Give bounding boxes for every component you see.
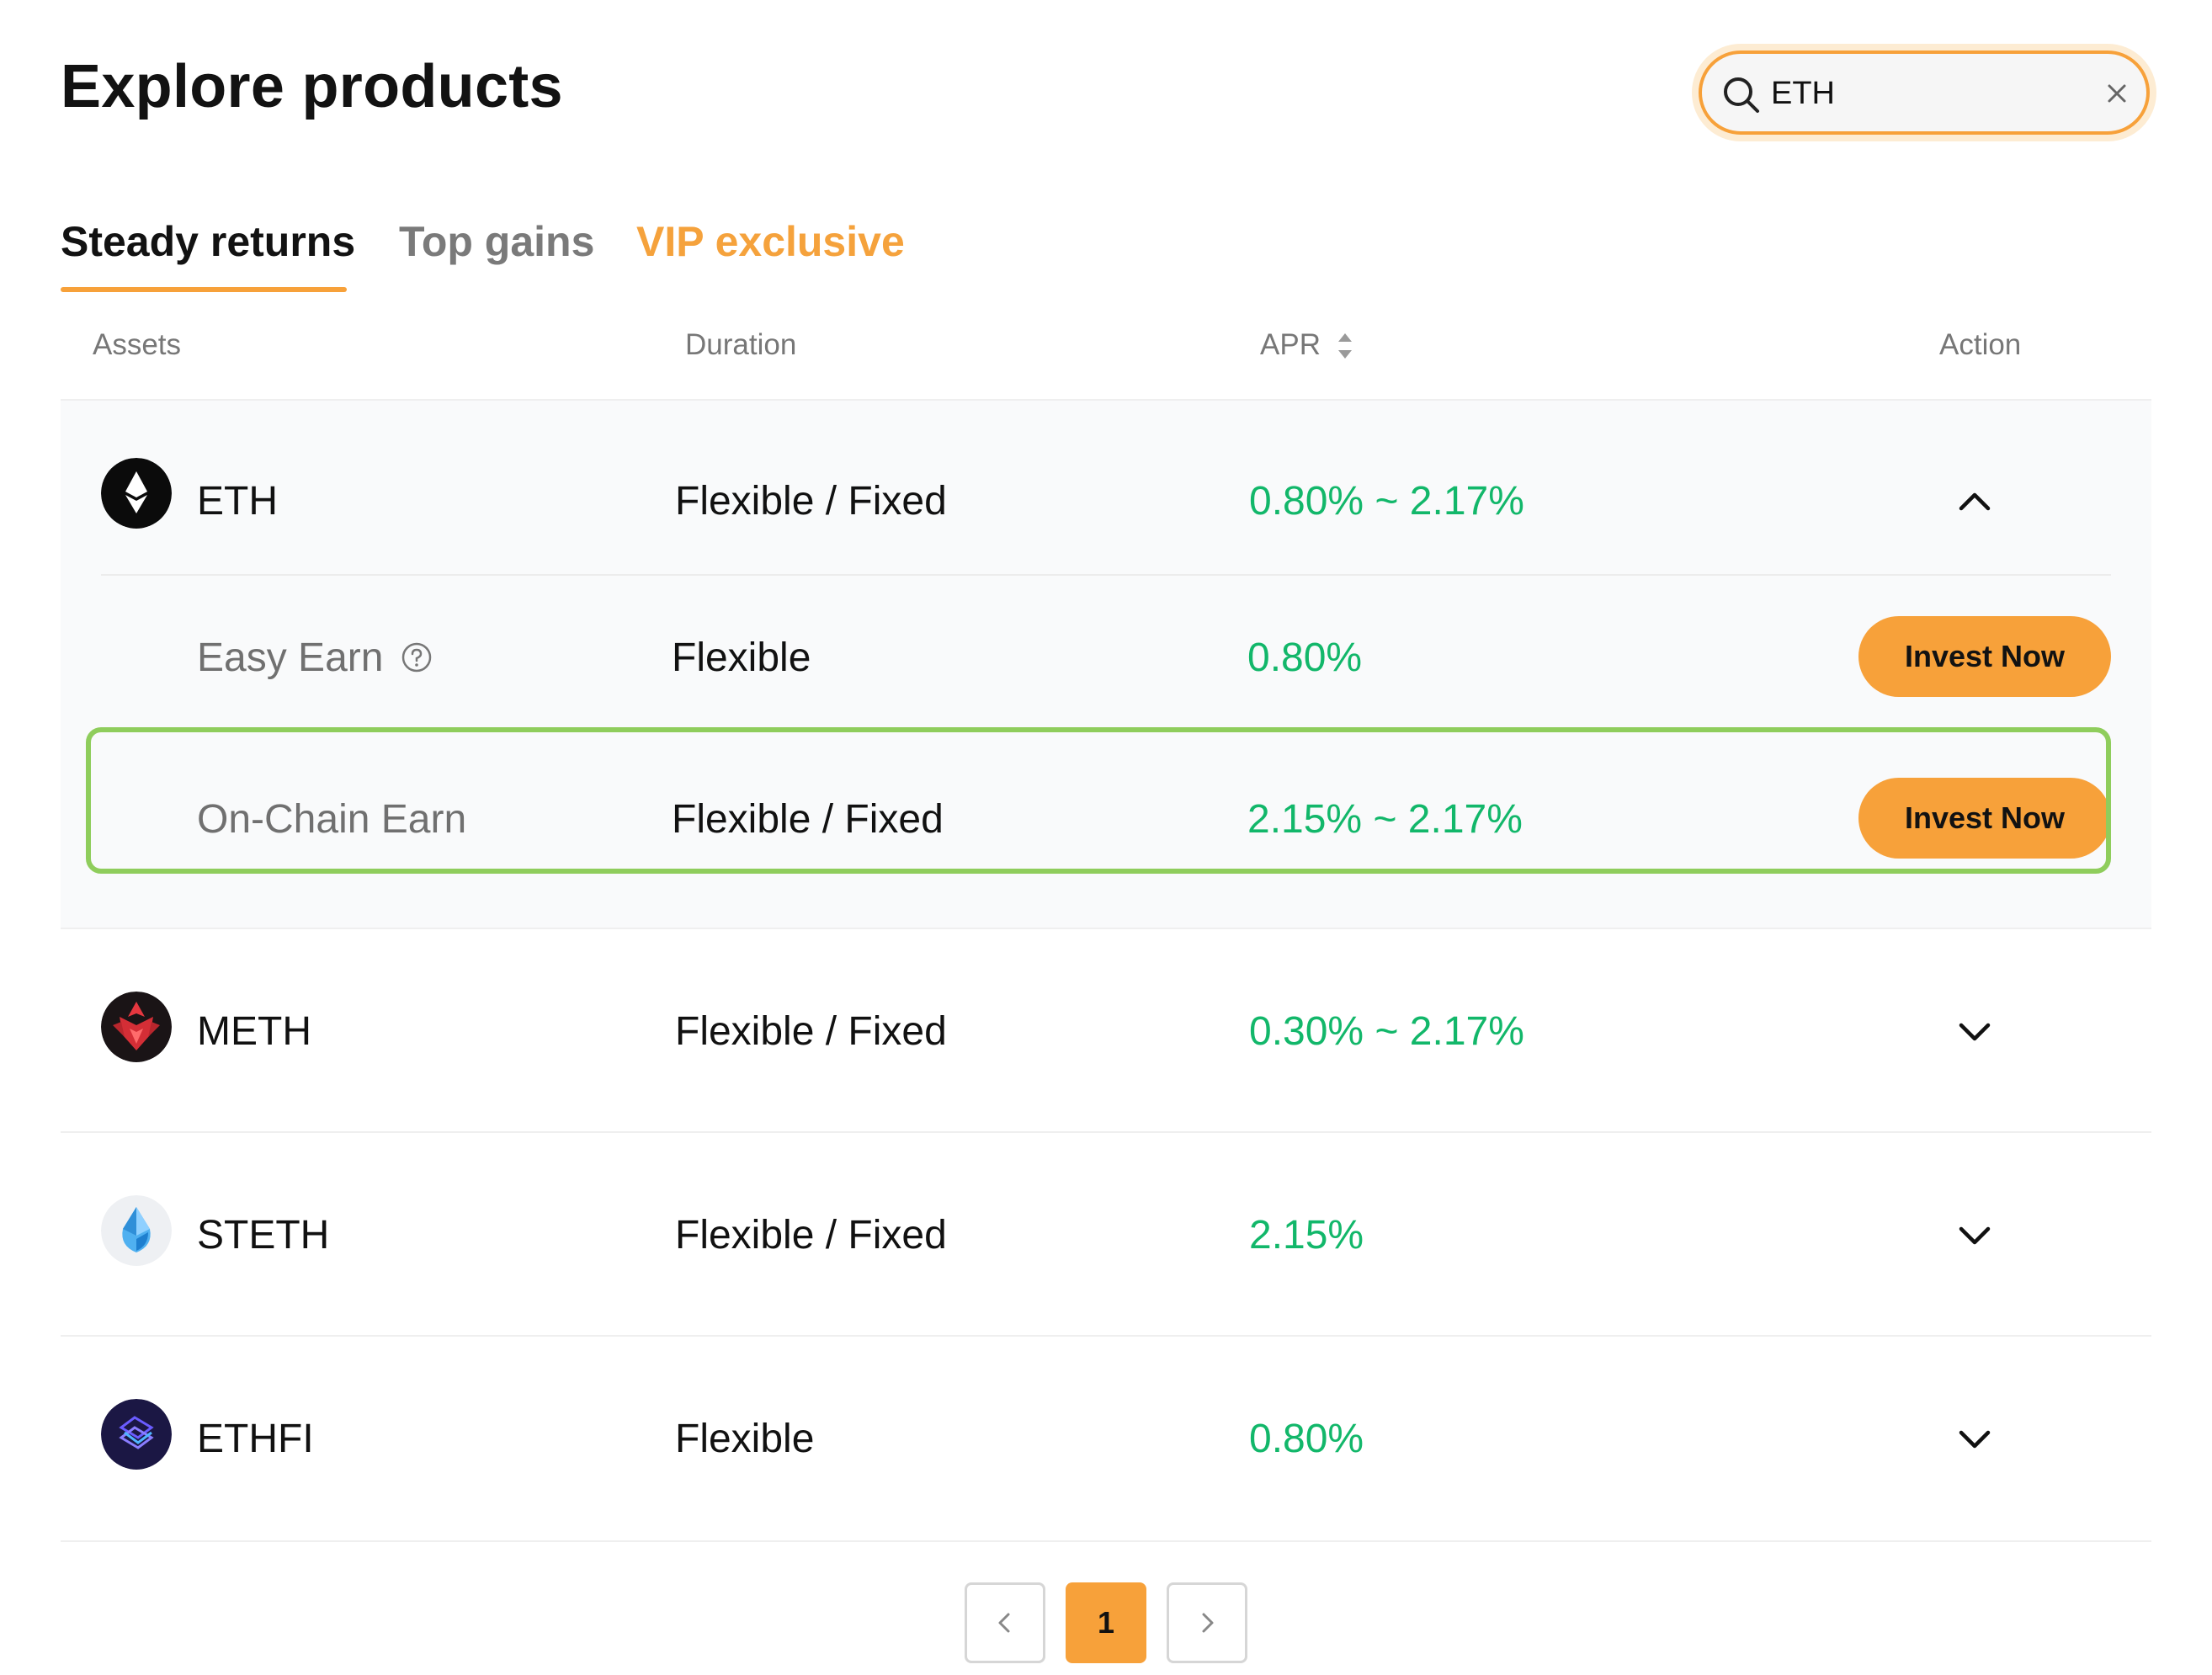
divider	[61, 1540, 2151, 1542]
table-row-meth[interactable]: METH Flexible / Fixed 0.30% ~ 2.17%	[0, 929, 2212, 1131]
table-row-eth[interactable]: ETH Flexible / Fixed 0.80% ~ 2.17%	[0, 401, 2212, 574]
column-header-duration: Duration	[685, 328, 797, 361]
column-header-apr[interactable]: APR	[1260, 328, 1321, 361]
product-row-on-chain-earn: On-Chain Earn Flexible / Fixed 2.15% ~ 2…	[0, 732, 2212, 880]
chevron-down-icon[interactable]	[1954, 1419, 1995, 1460]
asset-duration: Flexible / Fixed	[675, 479, 947, 524]
product-apr: 2.15% ~ 2.17%	[1247, 797, 1523, 842]
eth-icon	[101, 458, 172, 529]
divider	[61, 1335, 2151, 1337]
help-circle-icon[interactable]	[401, 641, 433, 673]
asset-duration: Flexible / Fixed	[675, 1009, 947, 1054]
product-duration: Flexible / Fixed	[672, 797, 944, 842]
invest-now-button[interactable]: Invest Now	[1858, 778, 2111, 859]
page-title: Explore products	[61, 53, 563, 120]
divider	[61, 928, 2151, 929]
pagination-next-button[interactable]	[1167, 1582, 1247, 1663]
pagination-page-button[interactable]: 1	[1066, 1582, 1146, 1663]
asset-name: ETH	[197, 479, 278, 524]
search-icon	[1724, 77, 1759, 113]
tab-vip-exclusive[interactable]: VIP exclusive	[636, 218, 905, 265]
divider	[61, 399, 2151, 401]
asset-apr: 0.30% ~ 2.17%	[1249, 1009, 1524, 1054]
product-row-easy-earn: Easy Earn Flexible 0.80% Invest Now	[0, 576, 2212, 724]
pagination-prev-button[interactable]	[965, 1582, 1045, 1663]
asset-duration: Flexible	[675, 1417, 815, 1461]
asset-name: METH	[197, 1009, 311, 1054]
asset-name: STETH	[197, 1213, 330, 1258]
asset-name: ETHFI	[197, 1417, 314, 1461]
chevron-up-icon[interactable]	[1954, 481, 1995, 522]
invest-now-button[interactable]: Invest Now	[1858, 616, 2111, 697]
chevron-left-icon	[998, 1613, 1010, 1633]
table-row-ethfi[interactable]: ETHFI Flexible 0.80%	[0, 1337, 2212, 1540]
asset-apr: 0.80% ~ 2.17%	[1249, 479, 1524, 524]
product-name: On-Chain Earn	[197, 797, 467, 842]
steth-icon	[101, 1195, 172, 1266]
tab-steady-returns[interactable]: Steady returns	[61, 218, 356, 265]
table-row-steth[interactable]: STETH Flexible / Fixed 2.15%	[0, 1133, 2212, 1335]
chevron-right-icon	[1202, 1613, 1214, 1633]
asset-apr: 2.15%	[1249, 1213, 1364, 1258]
column-header-assets: Assets	[93, 328, 182, 361]
product-apr: 0.80%	[1247, 635, 1363, 680]
ethfi-icon	[101, 1399, 172, 1470]
expanded-asset-panel	[61, 401, 2151, 928]
asset-apr: 0.80%	[1249, 1417, 1364, 1461]
meth-icon	[101, 992, 172, 1062]
asset-duration: Flexible / Fixed	[675, 1213, 947, 1258]
active-tab-indicator	[61, 287, 347, 292]
close-icon[interactable]	[2103, 79, 2131, 108]
tab-top-gains[interactable]: Top gains	[399, 218, 595, 265]
column-header-action: Action	[1939, 328, 2022, 361]
product-name: Easy Earn	[197, 635, 384, 680]
divider	[61, 1131, 2151, 1133]
chevron-down-icon[interactable]	[1954, 1012, 1995, 1052]
product-duration: Flexible	[672, 635, 811, 680]
search-box[interactable]	[1699, 51, 2150, 135]
sort-icon[interactable]	[1336, 330, 1354, 362]
chevron-down-icon[interactable]	[1954, 1215, 1995, 1256]
search-input[interactable]	[1771, 69, 2091, 118]
divider	[101, 574, 2111, 576]
